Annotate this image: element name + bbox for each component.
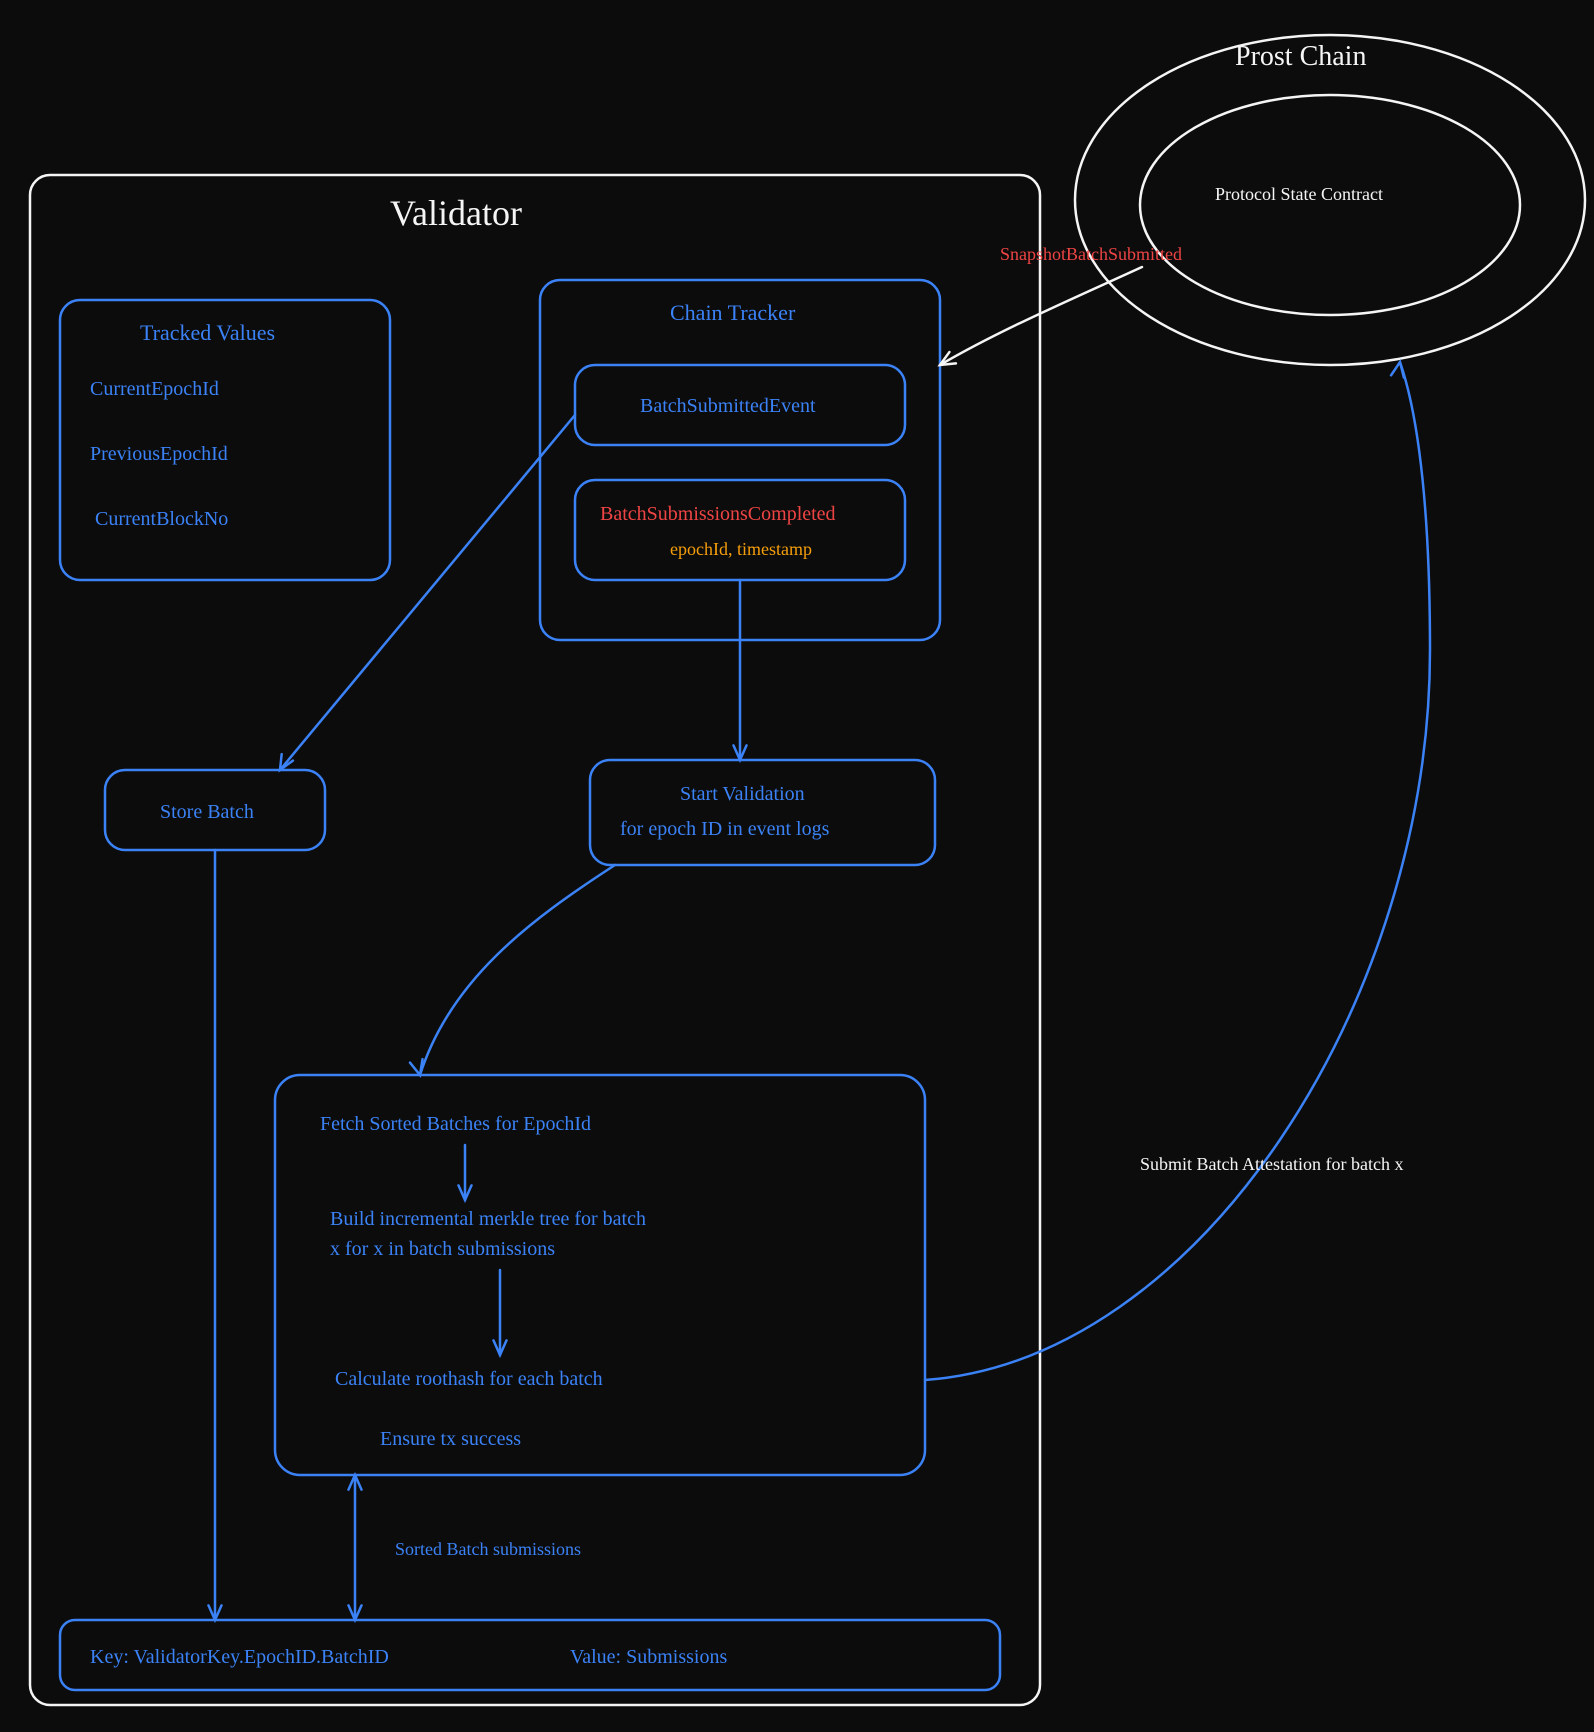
edge-tracker-to-store xyxy=(280,415,575,770)
sorted-batch-submissions-label: Sorted Batch submissions xyxy=(395,1539,581,1559)
validator-title: Validator xyxy=(390,193,522,233)
batch-submissions-completed-sub: epochId, timestamp xyxy=(670,539,812,559)
batch-submissions-completed-frame xyxy=(575,480,905,580)
batch-submissions-completed-label: BatchSubmissionsCompleted xyxy=(600,503,836,525)
prost-chain-inner-ellipse xyxy=(1140,95,1520,315)
start-validation-line1: Start Validation xyxy=(680,783,805,805)
tracked-value-1: PreviousEpochId xyxy=(90,443,228,465)
arrowhead-icon xyxy=(410,1059,423,1075)
submit-attestation-label: Submit Batch Attestation for batch x xyxy=(1140,1154,1403,1174)
batch-submitted-event-label: BatchSubmittedEvent xyxy=(640,395,816,417)
start-validation-frame xyxy=(590,760,935,865)
processing-frame xyxy=(275,1075,925,1475)
snapshot-batch-submitted-label: SnapshotBatchSubmitted xyxy=(1000,244,1182,264)
processing-build1: Build incremental merkle tree for batch xyxy=(330,1208,646,1230)
tracked-value-2: CurrentBlockNo xyxy=(95,508,228,530)
processing-build2: x for x in batch submissions xyxy=(330,1238,555,1260)
tracked-value-0: CurrentEpochId xyxy=(90,378,219,400)
protocol-state-contract-label: Protocol State Contract xyxy=(1215,184,1383,204)
processing-calc: Calculate roothash for each batch xyxy=(335,1368,603,1390)
edge-start-to-processing xyxy=(420,865,615,1075)
start-validation-line2: for epoch ID in event logs xyxy=(620,818,830,840)
chain-tracker-title: Chain Tracker xyxy=(670,300,796,325)
processing-fetch: Fetch Sorted Batches for EpochId xyxy=(320,1113,591,1135)
prost-chain-title: Prost Chain xyxy=(1235,41,1366,72)
store-batch-label: Store Batch xyxy=(160,801,254,823)
kv-store-value: Value: Submissions xyxy=(570,1646,727,1668)
kv-store-key: Key: ValidatorKey.EpochID.BatchID xyxy=(90,1646,389,1668)
processing-ensure: Ensure tx success xyxy=(380,1428,521,1450)
edge-submit-attestation xyxy=(925,362,1430,1380)
tracked-values-title: Tracked Values xyxy=(140,320,275,345)
